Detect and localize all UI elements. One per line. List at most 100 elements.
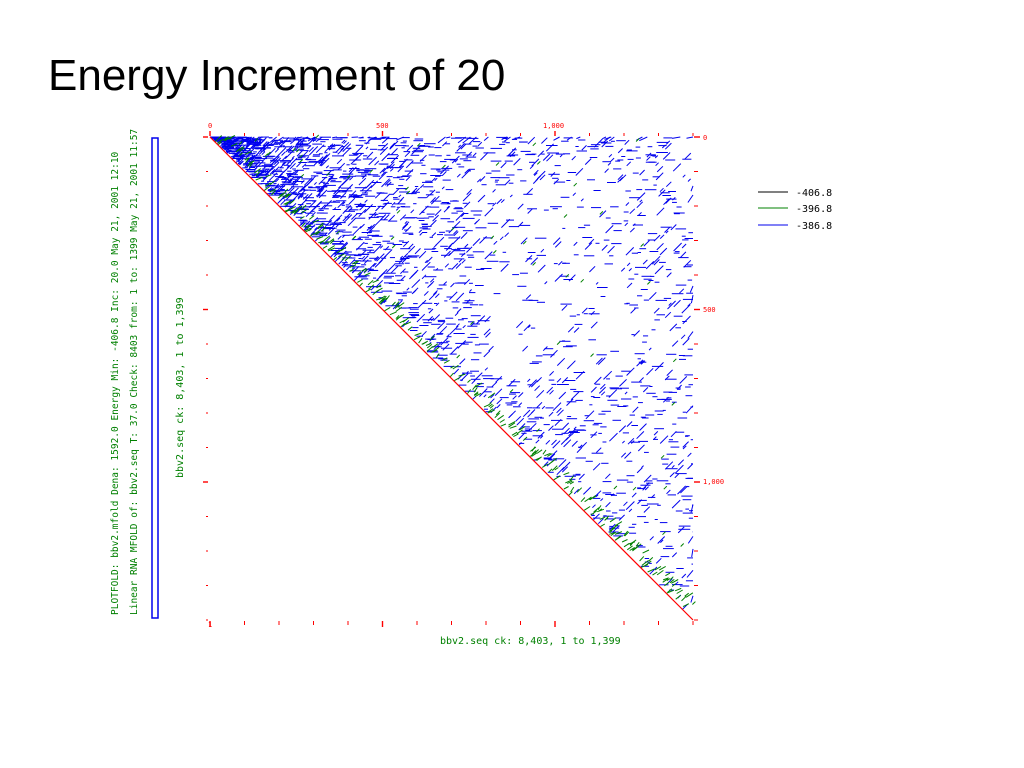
green-mark <box>452 364 459 370</box>
blue-mark <box>608 389 618 398</box>
blue-mark <box>508 410 516 419</box>
blue-mark <box>556 357 566 366</box>
blue-mark <box>594 490 602 497</box>
blue-mark <box>656 165 664 173</box>
blue-mark <box>386 263 396 273</box>
blue-mark <box>541 405 546 410</box>
blue-mark <box>687 463 694 470</box>
green-mark <box>390 236 395 240</box>
blue-mark <box>313 160 319 166</box>
blue-mark <box>363 259 369 265</box>
blue-mark <box>542 153 551 161</box>
blue-mark <box>568 428 576 437</box>
green-mark <box>680 543 685 547</box>
blue-mark <box>561 461 571 471</box>
blue-mark <box>677 485 687 495</box>
green-mark <box>248 162 253 168</box>
blue-mark <box>492 189 496 193</box>
green-mark <box>467 389 471 394</box>
y-axis-label: bbv2.seq ck: 8,403, 1 to 1,399 <box>175 297 186 478</box>
green-mark <box>254 137 259 142</box>
blue-mark <box>269 147 276 155</box>
green-mark <box>376 287 383 292</box>
blue-mark <box>533 169 539 176</box>
blue-mark <box>595 494 599 498</box>
blue-mark <box>562 422 570 430</box>
blue-mark <box>571 440 578 447</box>
blue-mark <box>286 164 290 168</box>
blue-mark <box>370 286 375 291</box>
blue-mark <box>550 349 558 358</box>
blue-mark <box>484 207 494 217</box>
green-mark <box>522 240 527 245</box>
blue-mark <box>636 359 644 367</box>
blue-mark <box>686 136 694 139</box>
blue-mark <box>281 161 285 166</box>
blue-mark <box>296 150 304 157</box>
blue-mark <box>636 431 645 440</box>
blue-mark <box>449 291 458 301</box>
green-mark <box>309 215 315 220</box>
blue-mark <box>512 136 521 140</box>
blue-mark <box>682 315 691 325</box>
blue-mark <box>490 394 495 399</box>
blue-mark <box>294 171 299 175</box>
blue-mark <box>389 140 399 150</box>
blue-mark <box>414 248 421 255</box>
blue-mark <box>539 174 546 181</box>
green-mark <box>304 227 311 232</box>
green-mark <box>508 422 516 428</box>
blue-mark <box>554 418 562 426</box>
blue-mark <box>607 245 615 254</box>
blue-mark <box>355 145 364 154</box>
green-mark <box>671 402 676 406</box>
blue-mark <box>536 401 543 408</box>
green-mark <box>264 153 269 158</box>
blue-mark <box>573 488 580 495</box>
green-mark <box>217 141 222 146</box>
blue-mark <box>411 287 419 295</box>
green-mark <box>662 531 666 536</box>
blue-mark <box>337 201 345 209</box>
blue-mark <box>391 201 396 206</box>
green-mark <box>304 224 310 229</box>
blue-mark <box>556 407 562 414</box>
blue-mark <box>561 466 569 473</box>
blue-mark <box>442 141 448 147</box>
blue-mark <box>245 165 253 173</box>
blue-mark <box>664 142 672 150</box>
blue-mark <box>552 237 561 245</box>
blue-mark <box>365 146 369 150</box>
blue-mark <box>483 350 491 358</box>
blue-mark <box>288 185 295 191</box>
blue-mark <box>666 272 672 278</box>
blue-mark <box>668 302 672 306</box>
blue-mark <box>374 160 380 166</box>
blue-mark <box>636 467 643 474</box>
green-mark <box>568 491 573 496</box>
blue-mark <box>395 207 399 211</box>
blue-mark <box>402 221 410 229</box>
blue-mark <box>599 383 606 390</box>
green-mark <box>488 403 493 408</box>
green-mark <box>239 152 243 156</box>
blue-mark <box>318 156 324 161</box>
blue-mark <box>259 138 266 145</box>
green-mark <box>299 159 304 163</box>
blue-mark <box>429 189 436 196</box>
blue-mark <box>484 251 493 260</box>
blue-mark <box>527 378 531 383</box>
green-mark <box>435 353 440 359</box>
blue-mark <box>690 295 694 304</box>
green-mark <box>441 357 448 361</box>
blue-mark <box>348 190 357 199</box>
blue-mark <box>348 259 356 266</box>
blue-mark <box>581 307 588 314</box>
green-mark <box>474 392 482 398</box>
green-mark <box>217 135 223 140</box>
green-mark <box>598 508 603 512</box>
blue-mark <box>653 259 660 266</box>
blue-mark <box>527 208 533 214</box>
green-mark <box>458 373 466 377</box>
blue-mark <box>286 172 291 177</box>
